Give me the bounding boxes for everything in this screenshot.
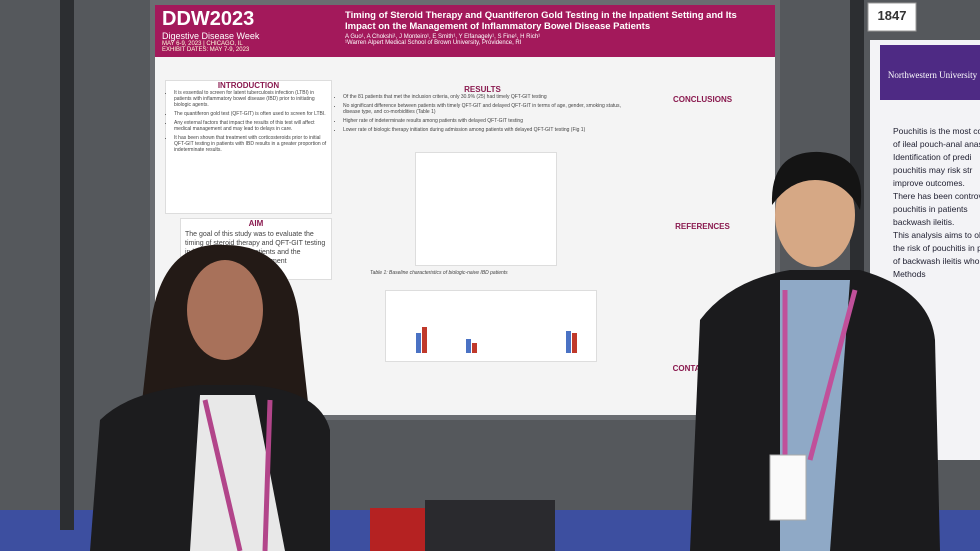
results-table [415, 152, 557, 266]
neighbor-header [880, 45, 980, 100]
neighbor-line: improve outcomes. [893, 178, 965, 188]
bag [425, 500, 555, 551]
neighbor-line: Pouchitis is the most co [893, 126, 980, 136]
logo: DDW2023 Digestive Disease Week MAY 6-9, … [162, 8, 259, 53]
neighbor-text: Pouchitis is the most co of ileal pouch-a… [893, 125, 980, 281]
frame [60, 0, 74, 530]
badge [769, 454, 807, 521]
references-section: REFERENCES [640, 222, 765, 231]
poster-title: Timing of Steroid Therapy and Quantifero… [345, 10, 737, 32]
neighbor-line: of backwash ileitis who und [893, 256, 980, 266]
poster-header [155, 5, 775, 57]
lanyard [202, 399, 273, 551]
results-section: RESULTS Of the 81 patients that met the … [335, 85, 630, 136]
neighbor-line: of ileal pouch-anal anast [893, 139, 980, 149]
board-number-box [867, 2, 917, 32]
poster-affiliation: ¹Warren Alpert Medical School of Brown U… [345, 40, 522, 46]
neighbor-line: Identification of predi [893, 152, 972, 162]
bullet: Lower rate of biologic therapy initiatio… [343, 127, 630, 133]
board-number: 1847 [877, 8, 907, 23]
face [187, 260, 263, 360]
neighbor-line: Methods [893, 269, 926, 279]
section-heading: INTRODUCTION [217, 81, 280, 90]
scooter [370, 508, 430, 551]
table-caption: Table 1: Baseline characteristics of bio… [370, 270, 508, 276]
neighbor-line: There has been controver [893, 191, 980, 201]
bullet: No significant difference between patien… [343, 103, 630, 115]
intro-section: INTRODUCTION It is essential to screen f… [165, 80, 332, 214]
bullet: It has been shown that treatment with co… [174, 135, 331, 153]
logo-subtitle: Digestive Disease Week [162, 31, 260, 41]
results-figure [385, 290, 597, 362]
section-heading: CONCLUSIONS [672, 95, 733, 104]
bullet: Of the 81 patients that met the inclusio… [343, 94, 630, 100]
poster-authors: A Guo¹, A Chokshi¹, J Monteiro¹, E Smith… [345, 34, 541, 40]
neighbor-line: the risk of pouchitis in pati [893, 243, 980, 253]
hair [771, 151, 862, 210]
title-block: Timing of Steroid Therapy and Quantifero… [345, 10, 765, 46]
section-heading: AIM [248, 219, 264, 228]
face [775, 163, 855, 267]
neighbor-line: pouchitis may risk str [893, 165, 973, 175]
logo-brand: DDW2023 [162, 8, 255, 30]
conclusions-section: CONCLUSIONS [640, 95, 765, 104]
bullet: Higher rate of indeterminate results amo… [343, 118, 630, 124]
neighbor-institution: Northwestern University [887, 70, 978, 80]
logo-dates: MAY 6-9, 2023 | CHICAGO, IL [162, 41, 243, 47]
bullet: It is essential to screen for latent tub… [174, 90, 331, 108]
logo-exhibit: EXHIBIT DATES: MAY 7-9, 2023 [162, 47, 250, 53]
neighbor-line: pouchitis in patients [893, 204, 968, 214]
section-heading: RESULTS [464, 85, 501, 94]
bullet: The quantiferon gold test (QFT-GIT) is o… [174, 111, 331, 117]
lanyard [782, 289, 858, 461]
neighbor-line: This analysis aims to obje [893, 230, 980, 240]
bullet: Any external factors that impact the res… [174, 120, 331, 132]
neighbor-line: backwash ileitis. [893, 217, 955, 227]
section-heading: REFERENCES [675, 222, 730, 231]
